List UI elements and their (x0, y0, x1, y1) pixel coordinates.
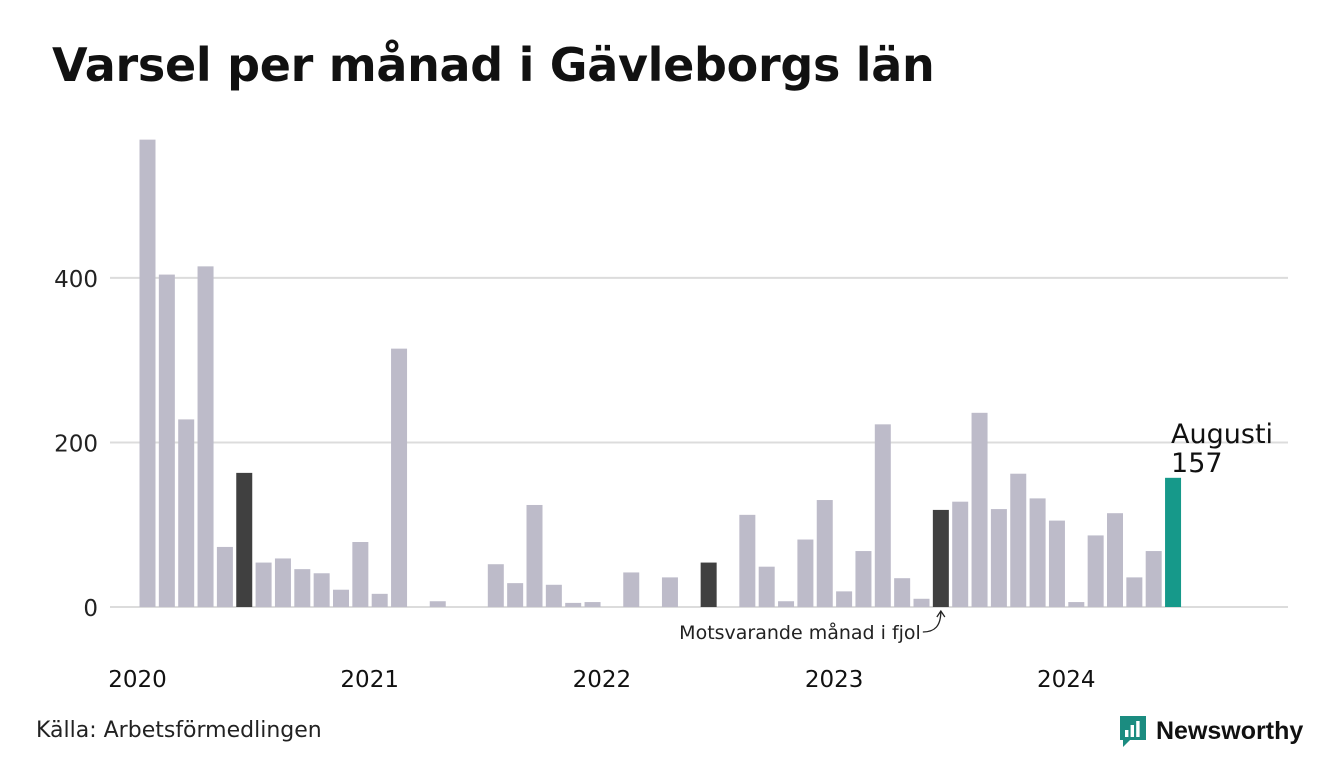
bar (1010, 473, 1027, 607)
bar (739, 514, 756, 607)
bar (236, 472, 253, 607)
bar (1165, 477, 1182, 607)
source-note: Källa: Arbetsförmedlingen (36, 718, 322, 743)
bar (971, 412, 988, 607)
bar (1068, 602, 1085, 607)
bar (913, 598, 930, 607)
y-axis-ticks: 0 200 400 (54, 267, 98, 622)
bar (391, 348, 408, 607)
bar (526, 504, 543, 607)
bar (874, 424, 891, 607)
bar (429, 601, 446, 607)
bar (700, 562, 717, 607)
bar (932, 509, 949, 607)
bar (352, 541, 369, 607)
x-tick-label: 2024 (1037, 667, 1096, 693)
bar (894, 578, 911, 607)
chart-title: Varsel per månad i Gävleborgs län (52, 38, 935, 92)
x-tick-label: 2023 (805, 667, 864, 693)
brand-name: Newsworthy (1156, 716, 1304, 745)
y-tick-label: 0 (83, 596, 98, 622)
x-tick-label: 2021 (340, 667, 399, 693)
bar (158, 274, 175, 607)
bar (816, 500, 833, 607)
bar (990, 509, 1007, 607)
bars (139, 139, 1182, 607)
bar (661, 577, 678, 607)
bar (545, 584, 562, 607)
bar (371, 593, 388, 607)
bar (565, 602, 582, 607)
bar (1107, 513, 1123, 607)
y-tick-label: 400 (54, 267, 98, 293)
bar (797, 539, 814, 607)
bar (487, 564, 504, 607)
bar (197, 266, 214, 607)
bar (313, 573, 330, 607)
bar (758, 566, 775, 607)
bar (1087, 535, 1104, 607)
bar-chart: 0 200 400 2020 2021 2022 2023 2024 Augusti 157… (54, 139, 1288, 693)
bar (952, 501, 969, 607)
y-tick-label: 200 (54, 431, 98, 457)
bar (836, 591, 853, 607)
x-tick-label: 2022 (573, 667, 632, 693)
previous-year-annotation: Motsvarande månad i fjol (679, 621, 921, 644)
x-axis-ticks: 2020 2021 2022 2023 2024 (108, 667, 1095, 693)
bar (1048, 520, 1065, 607)
bar (274, 558, 291, 607)
bar (139, 139, 156, 607)
bar (507, 583, 524, 607)
newsworthy-icon (1120, 716, 1146, 747)
bar (294, 569, 311, 607)
annotation-arrow (922, 609, 946, 633)
current-value-label: 157 (1171, 448, 1223, 479)
bar (778, 601, 795, 607)
bar (623, 572, 640, 607)
bar (584, 602, 601, 607)
bar (1126, 577, 1143, 607)
bar (333, 589, 349, 607)
bar (178, 419, 195, 607)
current-month-label: Augusti (1171, 419, 1273, 450)
annotations: Augusti 157 Motsvarande månad i fjol (679, 419, 1273, 644)
bar (855, 551, 872, 607)
bar (216, 546, 233, 607)
bar (1145, 551, 1162, 607)
brand-logo: Newsworthy (1118, 714, 1303, 748)
bar (255, 562, 272, 607)
x-tick-label: 2020 (108, 667, 167, 693)
bar (1029, 498, 1046, 607)
